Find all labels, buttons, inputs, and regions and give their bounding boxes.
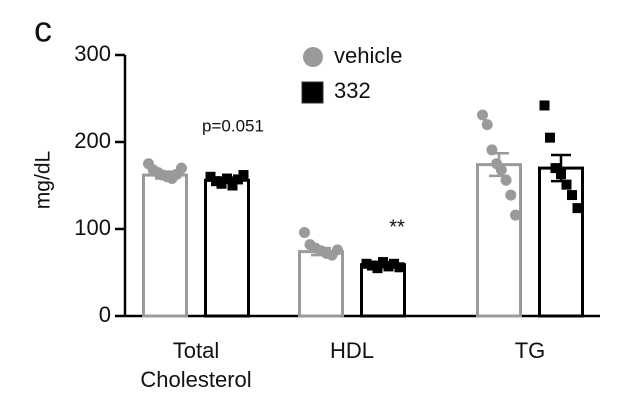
bar: [204, 178, 250, 318]
bar: [476, 163, 522, 318]
data-point: [394, 262, 405, 273]
data-point: [545, 132, 555, 143]
data-point: [510, 209, 521, 221]
data-point: [389, 258, 399, 269]
legend-marker: [303, 47, 323, 67]
data-point: [500, 174, 512, 186]
y-tick-label: 300: [74, 41, 111, 66]
bar: [298, 250, 344, 318]
data-point: [227, 180, 238, 191]
bar: [360, 263, 406, 318]
data-point: [486, 144, 498, 156]
annotation: p=0.051: [202, 116, 264, 135]
panel-label: c: [34, 9, 52, 50]
legend-label: 332: [334, 78, 371, 103]
bar: [142, 173, 188, 318]
y-tick-label: 0: [99, 302, 111, 327]
x-tick-label: HDL: [329, 338, 374, 363]
x-tick-label: TG: [514, 338, 546, 363]
data-point: [211, 176, 221, 187]
legend-marker: [301, 81, 324, 104]
data-point: [561, 179, 572, 190]
y-axis-label: mg/dL: [32, 151, 55, 209]
data-point: [332, 244, 343, 256]
y-tick-label: 100: [74, 215, 111, 240]
data-point: [539, 100, 550, 111]
data-point: [495, 164, 507, 176]
data-point: [481, 119, 493, 131]
data-point: [233, 174, 243, 185]
data-point: [238, 170, 249, 181]
data-point: [505, 189, 517, 201]
y-tick-label: 200: [74, 128, 111, 153]
data-point: [205, 171, 216, 182]
data-point: [550, 163, 561, 174]
data-point: [378, 257, 388, 268]
data-point: [299, 226, 310, 238]
data-point: [567, 190, 577, 201]
annotation: **: [389, 216, 405, 238]
data-point: [367, 260, 377, 271]
data-point: [556, 169, 566, 180]
data-point: [572, 203, 583, 214]
data-point: [222, 173, 232, 184]
data-point: [477, 109, 488, 121]
data-point: [361, 258, 372, 269]
data-point: [176, 162, 187, 174]
data-point: [383, 261, 394, 272]
data-point: [216, 178, 227, 189]
legend-label: vehicle: [334, 43, 402, 68]
data-point: [372, 263, 383, 274]
x-tick-label: Total Cholesterol: [140, 338, 252, 392]
